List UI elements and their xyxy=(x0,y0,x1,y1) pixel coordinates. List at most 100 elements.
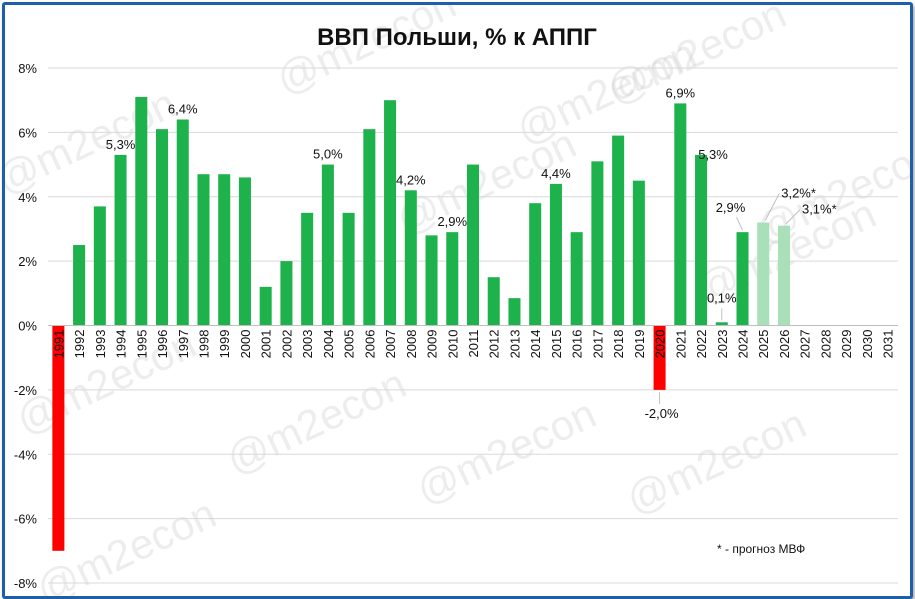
bar-1997 xyxy=(176,119,189,326)
data-label-1994: 5,3% xyxy=(106,137,136,152)
x-tick-label: 2021 xyxy=(673,330,688,359)
x-tick-label: 2023 xyxy=(715,330,730,359)
y-tick-label: -6% xyxy=(14,512,38,527)
bar-2024 xyxy=(736,232,749,326)
x-tick-label: 1998 xyxy=(196,330,211,359)
x-tick-label: 1995 xyxy=(134,330,149,359)
data-label-2020: -2,0% xyxy=(645,406,679,421)
x-tick-label: 2011 xyxy=(466,330,481,358)
x-tick-label: 2007 xyxy=(383,330,398,359)
x-tick-label: 2029 xyxy=(839,330,854,359)
bars xyxy=(48,96,898,551)
x-tick-label: 2009 xyxy=(425,330,440,359)
bar-2009 xyxy=(425,235,438,326)
x-tick-label: 2030 xyxy=(860,330,875,359)
bar-2025 xyxy=(757,222,770,326)
watermark-text: @m2econ xyxy=(269,5,463,103)
data-label-2024: 2,9% xyxy=(716,200,746,215)
bar-2000 xyxy=(238,177,251,326)
x-tick-label: 2000 xyxy=(238,330,253,359)
bar-2020 xyxy=(653,325,666,390)
bar-2021 xyxy=(674,103,687,326)
bar-2017 xyxy=(591,161,604,326)
bar-2015 xyxy=(549,183,562,326)
bar-1991 xyxy=(52,325,65,551)
bar-2013 xyxy=(508,298,521,326)
bar-2007 xyxy=(384,100,397,326)
y-tick-label: 0% xyxy=(18,319,37,334)
x-tick-label: 2028 xyxy=(818,330,833,359)
y-tick-label: 2% xyxy=(18,254,37,269)
y-axis-ticks: 8% 6% 4% 2% 0% -2% -4% -6% -8% xyxy=(14,61,38,591)
gdp-chart: @m2econ @m2econ@m2econ@m2econ @m2econ@m2ec… xyxy=(5,5,910,596)
bar-2019 xyxy=(632,180,645,326)
y-tick-label: -4% xyxy=(14,447,38,462)
x-tick-label: 2016 xyxy=(570,330,585,359)
bar-2002 xyxy=(280,261,293,326)
bar-1996 xyxy=(156,129,169,326)
x-tick-label: 2020 xyxy=(653,330,668,359)
x-tick-label: 2006 xyxy=(362,330,377,359)
x-tick-label: 1993 xyxy=(93,330,108,359)
x-tick-label: 2012 xyxy=(487,329,502,358)
x-tick-label: 1994 xyxy=(114,330,129,359)
watermark-text: @m2econ xyxy=(599,5,793,113)
chart-title: ВВП Польши, % к АППГ xyxy=(317,24,597,51)
y-tick-label: -8% xyxy=(14,576,38,591)
x-tick-label: 2008 xyxy=(404,330,419,359)
y-tick-label: 6% xyxy=(18,125,37,140)
leader-line xyxy=(764,193,780,221)
y-tick-label: -2% xyxy=(14,383,38,398)
x-tick-label: 2031 xyxy=(881,330,896,359)
x-tick-label: 1997 xyxy=(176,330,191,359)
watermark-text: @m2econ xyxy=(409,389,603,513)
x-tick-label: 2018 xyxy=(611,330,626,359)
bar-2014 xyxy=(529,203,542,326)
bar-2003 xyxy=(301,212,314,326)
bar-2016 xyxy=(570,232,583,326)
x-tick-label: 1996 xyxy=(155,330,170,359)
x-tick-label: 2010 xyxy=(445,330,460,359)
data-label-2021: 6,9% xyxy=(665,85,695,100)
bar-2022 xyxy=(695,154,708,326)
leader-line xyxy=(785,209,801,225)
x-tick-label: 2004 xyxy=(321,330,336,359)
bar-2026 xyxy=(777,225,790,326)
leader-line xyxy=(736,216,743,231)
bar-2012 xyxy=(487,277,500,326)
x-tick-label: 2017 xyxy=(590,330,605,359)
y-tick-label: 4% xyxy=(18,190,37,205)
x-tick-label: 2015 xyxy=(549,330,564,359)
x-tick-label: 2024 xyxy=(736,330,751,359)
bar-1994 xyxy=(114,154,127,326)
bar-2004 xyxy=(321,164,334,326)
watermark-text: @m2econ xyxy=(219,359,413,483)
x-tick-label: 2019 xyxy=(632,330,647,359)
data-label-2004: 5,0% xyxy=(313,147,343,162)
x-tick-label: 1991 xyxy=(51,330,66,359)
bar-2005 xyxy=(342,212,355,326)
x-tick-label: 2003 xyxy=(300,330,315,359)
x-tick-label: 2025 xyxy=(756,330,771,359)
data-label-2025: 3,2%* xyxy=(781,186,816,201)
x-tick-label: 2014 xyxy=(528,330,543,359)
bar-1999 xyxy=(218,174,231,326)
data-label-2008: 4,2% xyxy=(396,172,426,187)
x-tick-label: 2026 xyxy=(777,330,792,359)
data-label-1997: 6,4% xyxy=(168,102,198,117)
x-axis-ticks: 1991 1992 1993 1994 1995 1996 1997 1998 1999 2000… xyxy=(51,329,895,358)
bar-2008 xyxy=(404,190,417,326)
x-tick-label: 1999 xyxy=(217,330,232,359)
x-tick-label: 2013 xyxy=(507,330,522,359)
x-tick-label: 2022 xyxy=(694,330,709,359)
x-tick-label: 2005 xyxy=(342,330,357,359)
data-label-2026: 3,1%* xyxy=(802,202,837,217)
bar-2001 xyxy=(259,286,272,326)
footnote: * - прогноз МВФ xyxy=(717,542,805,556)
x-tick-label: 1992 xyxy=(72,330,87,359)
bar-2006 xyxy=(363,129,376,326)
bar-1993 xyxy=(93,206,106,326)
bar-1992 xyxy=(73,245,86,326)
bar-2023 xyxy=(715,322,728,326)
x-tick-label: 2001 xyxy=(259,330,274,359)
